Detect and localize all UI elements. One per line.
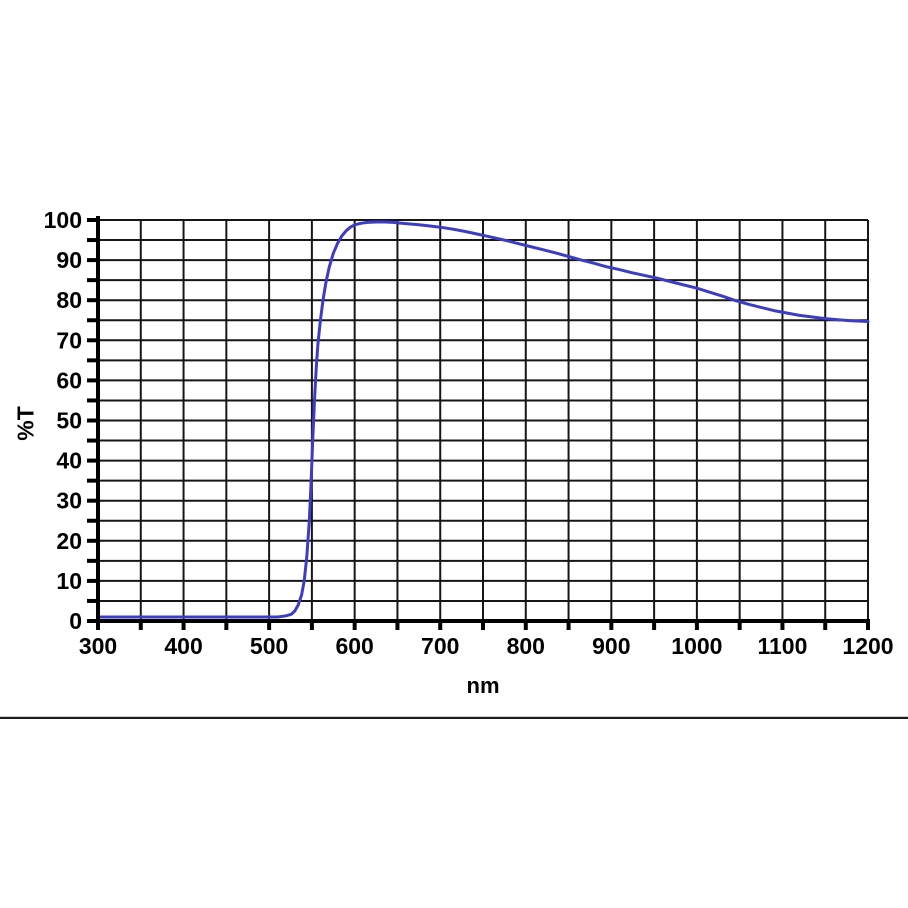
- y-tick-label: 0: [69, 608, 82, 634]
- y-tick-label: 90: [56, 247, 82, 273]
- y-tick-label: 50: [56, 408, 82, 434]
- transmission-curve: [96, 220, 870, 619]
- y-tick-label: 100: [44, 207, 82, 233]
- x-tick-label: 1200: [842, 633, 893, 659]
- y-tick-label: 30: [56, 488, 82, 514]
- x-tick-label: 1000: [671, 633, 722, 659]
- x-tick-label: 1100: [757, 633, 807, 659]
- x-tick-label: 500: [250, 633, 288, 659]
- x-axis-title: nm: [466, 673, 500, 698]
- horizontal-divider: [0, 716, 908, 719]
- y-tick-label: 20: [56, 528, 82, 554]
- y-tick-label: 10: [56, 568, 82, 594]
- x-tick-label: 700: [421, 633, 459, 659]
- y-tick-label: 70: [56, 327, 82, 353]
- x-tick-label: 400: [164, 633, 202, 659]
- x-tick-label: 600: [335, 633, 373, 659]
- x-tick-label: 900: [592, 633, 630, 659]
- y-axis-title: %T: [12, 406, 39, 441]
- y-tick-label: 40: [56, 448, 82, 474]
- x-tick-label: 800: [507, 633, 545, 659]
- y-tick-label: 80: [56, 287, 82, 313]
- x-tick-label: 300: [79, 633, 117, 659]
- y-tick-label: 60: [56, 367, 82, 393]
